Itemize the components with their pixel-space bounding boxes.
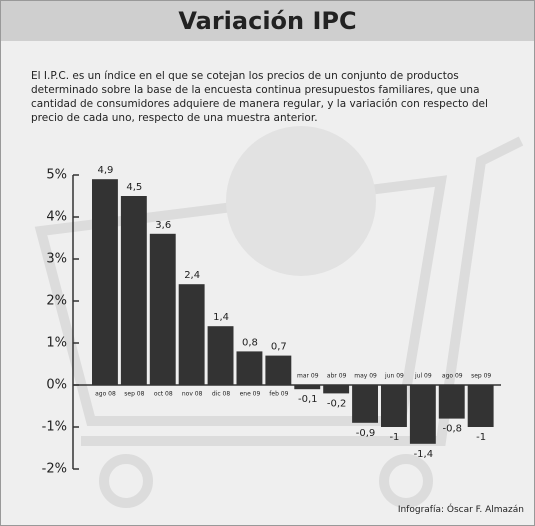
x-tick-label: jul 09 — [414, 373, 432, 380]
y-tick-label: 5% — [46, 168, 67, 183]
bar — [323, 385, 349, 393]
x-tick-label: ago 09 — [442, 373, 463, 380]
value-label: -0,9 — [356, 428, 376, 439]
value-label: -0,2 — [327, 398, 347, 409]
bar — [92, 179, 118, 385]
bar — [381, 385, 407, 427]
value-label: 1,4 — [213, 312, 229, 323]
value-label: 2,4 — [184, 270, 200, 281]
value-label: -0,8 — [442, 424, 462, 435]
x-tick-label: mar 09 — [297, 373, 319, 380]
value-label: 0,7 — [271, 342, 287, 353]
value-label: -1 — [389, 432, 399, 443]
x-tick-label: abr 09 — [327, 373, 347, 380]
value-label: 3,6 — [155, 220, 171, 231]
y-tick-label: 2% — [46, 294, 67, 309]
coin-decoration — [226, 126, 376, 276]
bar — [237, 351, 263, 385]
bar — [208, 326, 234, 385]
y-tick-label: 1% — [46, 336, 67, 351]
y-tick-label: 4% — [46, 210, 67, 225]
chart: 5% 4% 3% 2% 1% 0% -1% -2% ago 08 4,9 sep 08 4,5 oct … — [1, 1, 534, 525]
bar — [410, 385, 436, 444]
bar — [439, 385, 465, 419]
y-tick-label: -1% — [42, 420, 67, 435]
bar — [121, 196, 147, 385]
y-tick-label: 0% — [46, 378, 67, 393]
bar — [150, 234, 176, 385]
x-tick-label: jun 09 — [384, 373, 404, 380]
value-label: 4,9 — [97, 165, 113, 176]
x-tick-label: feb 09 — [269, 391, 288, 398]
y-tick-label: 3% — [46, 252, 67, 267]
x-tick-label: sep 09 — [471, 373, 491, 380]
value-label: -0,1 — [298, 394, 318, 405]
x-tick-label: ene 09 — [240, 391, 261, 398]
infographic: Variación IPC El I.P.C. es un índice en … — [0, 0, 535, 526]
x-tick-label: sep 08 — [124, 391, 144, 398]
x-tick-label: dic 08 — [212, 391, 230, 398]
y-tick-label: -2% — [42, 462, 67, 477]
bar — [265, 356, 291, 385]
x-tick-label: oct 08 — [154, 391, 173, 398]
value-label: -1,4 — [414, 449, 434, 460]
bar — [468, 385, 494, 427]
value-label: -1 — [476, 432, 486, 443]
bar — [352, 385, 378, 423]
x-tick-label: ago 08 — [95, 391, 116, 398]
value-label: 4,5 — [126, 182, 142, 193]
x-tick-label: nov 08 — [182, 391, 203, 398]
bar — [179, 284, 205, 385]
bar — [294, 385, 320, 389]
x-tick-label: may 09 — [354, 373, 377, 380]
credit: Infografía: Óscar F. Almazán — [398, 505, 524, 515]
value-label: 0,8 — [242, 337, 258, 348]
